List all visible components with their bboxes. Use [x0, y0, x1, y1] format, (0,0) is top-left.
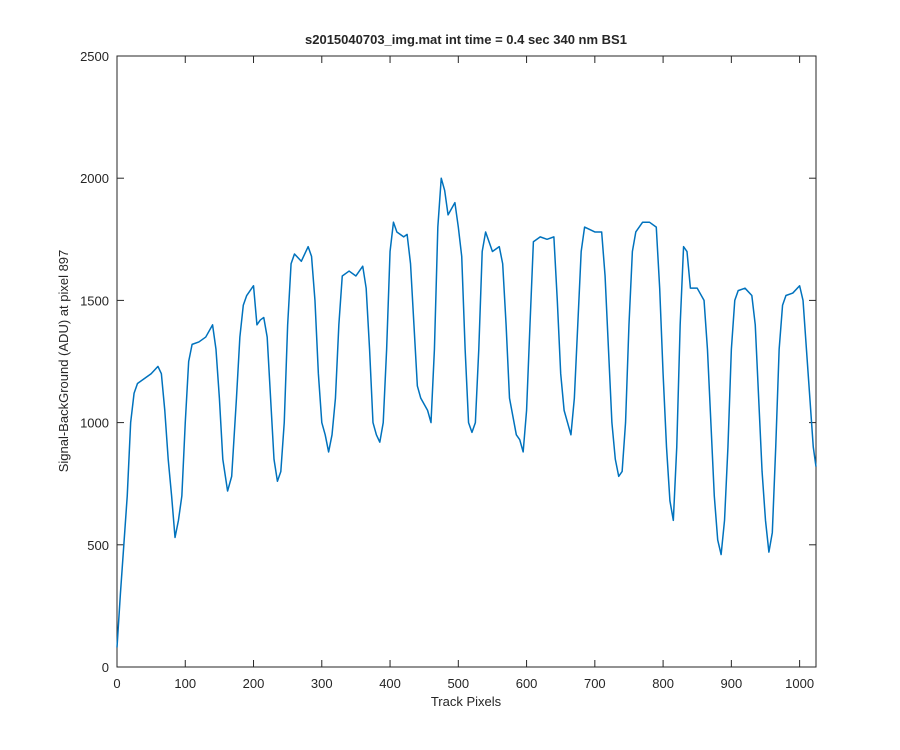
x-tick-label: 700 [584, 676, 606, 691]
y-tick-label: 2000 [80, 171, 109, 186]
x-tick-label: 800 [652, 676, 674, 691]
x-tick-label: 600 [516, 676, 538, 691]
y-tick-label: 2500 [80, 49, 109, 64]
x-tick-label: 400 [379, 676, 401, 691]
x-tick-label: 300 [311, 676, 333, 691]
x-tick-label: 1000 [785, 676, 814, 691]
x-axis-label: Track Pixels [431, 694, 502, 709]
y-tick-label: 1000 [80, 416, 109, 431]
y-tick-label: 1500 [80, 293, 109, 308]
x-tick-label: 100 [174, 676, 196, 691]
plot-area [116, 55, 817, 668]
data-line [116, 177, 817, 648]
x-tick-label: 900 [721, 676, 743, 691]
y-tick-label: 0 [102, 660, 109, 675]
y-axis-label: Signal-BackGround (ADU) at pixel 897 [56, 250, 71, 473]
y-tick-label: 500 [87, 538, 109, 553]
x-tick-label: 200 [243, 676, 265, 691]
x-tick-label: 500 [447, 676, 469, 691]
chart-title: s2015040703_img.mat int time = 0.4 sec 3… [305, 32, 627, 47]
x-tick-label: 0 [113, 676, 120, 691]
